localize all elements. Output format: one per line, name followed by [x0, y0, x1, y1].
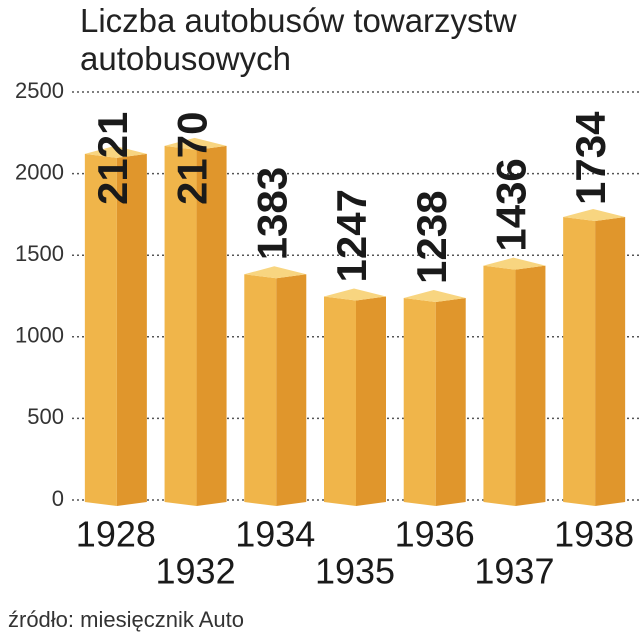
x-tick-label: 1932 [156, 551, 236, 592]
bar-front [483, 265, 516, 506]
bar-front [563, 217, 596, 506]
value-label: 2170 [169, 112, 216, 205]
bar-front [244, 274, 277, 506]
y-tick-label: 2000 [15, 159, 64, 184]
y-tick-label: 500 [27, 404, 64, 429]
y-tick-label: 1000 [15, 323, 64, 348]
bar-side [515, 265, 546, 506]
bar-top [563, 209, 626, 222]
bar-front [324, 296, 356, 506]
value-label: 2121 [89, 112, 136, 205]
bar-side [276, 274, 307, 506]
bar-side [356, 296, 386, 506]
x-tick-label: 1935 [315, 551, 395, 592]
bar-front [84, 153, 117, 507]
value-label: 1734 [567, 111, 614, 205]
bar-front [403, 297, 436, 506]
x-tick-label: 1938 [554, 514, 634, 555]
y-tick-label: 1500 [15, 241, 64, 266]
value-label: 1247 [328, 189, 375, 282]
bar-side [595, 217, 626, 506]
value-label: 1238 [408, 191, 455, 284]
bar-top [324, 288, 386, 301]
bar-top [84, 145, 147, 158]
bar-side [435, 297, 466, 506]
x-tick-label: 1936 [395, 514, 475, 555]
x-tick-label: 1937 [474, 551, 554, 592]
bar-side [116, 153, 147, 507]
bar-top [244, 266, 307, 279]
bar-top [403, 289, 466, 302]
bar-top [483, 257, 546, 270]
bar-front [164, 145, 197, 506]
value-label: 1436 [488, 158, 535, 251]
plot: 0 500 1000 1500 2000 2500 2121 1928 2170 1932 1383… [15, 78, 642, 592]
bar-side [196, 145, 227, 506]
y-tick-label: 0 [52, 486, 64, 511]
x-tick-label: 1934 [235, 514, 315, 555]
source-note: źródło: miesięcznik Auto [8, 607, 244, 632]
bar-top [164, 137, 227, 150]
value-label: 1383 [248, 167, 295, 260]
chart-title: Liczba autobusów towarzystw autobusowych [80, 2, 517, 77]
y-tick-label: 2500 [15, 78, 64, 103]
x-tick-label: 1928 [76, 514, 156, 555]
